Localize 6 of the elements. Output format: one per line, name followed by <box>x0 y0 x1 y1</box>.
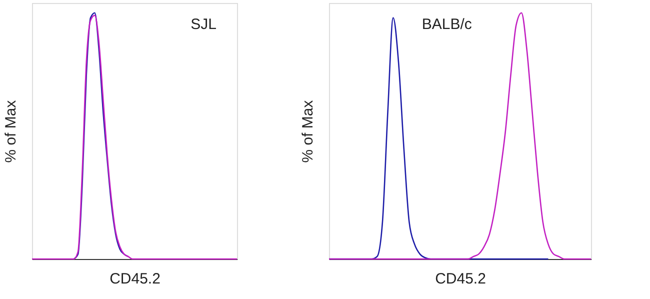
annotation: SJL <box>190 16 216 33</box>
y-axis-title: % of Max <box>300 100 316 163</box>
x-axis-title: CD45.2 <box>110 270 160 288</box>
annotation: BALB/c <box>422 16 472 33</box>
x-axis-title: CD45.2 <box>435 270 486 288</box>
y-axis-title: % of Max <box>2 100 20 163</box>
